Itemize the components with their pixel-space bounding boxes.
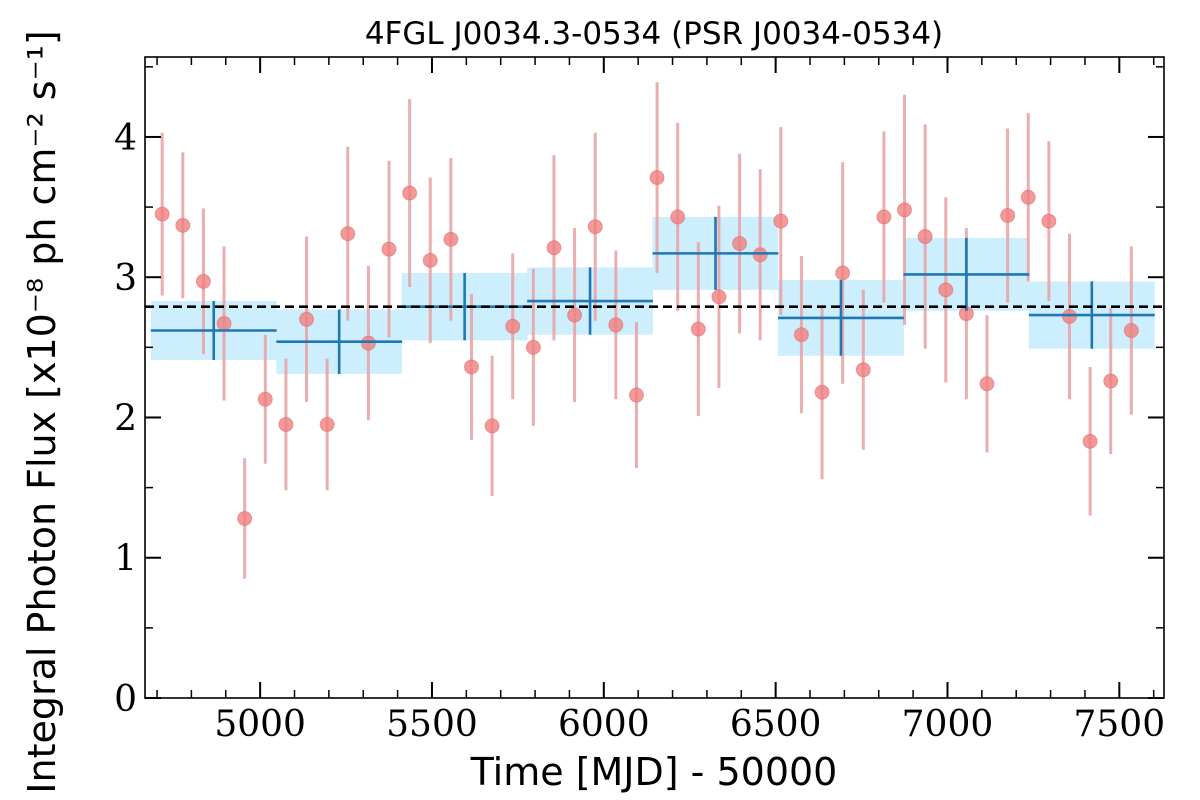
x-tick-label: 7000 — [902, 704, 994, 745]
plot-frame — [144, 56, 1165, 699]
data-point — [422, 252, 438, 268]
data-point — [1061, 308, 1077, 324]
short-bin-points — [154, 82, 1139, 579]
data-point — [257, 391, 273, 407]
data-point — [484, 418, 500, 434]
axis-ticks: 5000 5500 6000 6500 7000 7500 0 1 2 3 4 — [114, 57, 1165, 745]
y-tick-label: 1 — [114, 539, 137, 580]
data-point — [711, 289, 727, 305]
data-point — [855, 362, 871, 378]
data-point — [608, 317, 624, 333]
data-point — [360, 335, 376, 351]
data-point — [505, 318, 521, 334]
data-point — [628, 387, 644, 403]
data-point — [732, 236, 748, 252]
data-point — [154, 206, 170, 222]
y-tick-label: 3 — [114, 258, 137, 299]
data-point — [463, 359, 479, 375]
data-point — [567, 307, 583, 323]
data-point — [690, 321, 706, 337]
data-point — [979, 376, 995, 392]
data-point — [237, 510, 253, 526]
data-point — [546, 240, 562, 256]
data-point — [195, 273, 211, 289]
data-point — [443, 231, 459, 247]
data-point — [1103, 373, 1119, 389]
data-point — [1020, 189, 1036, 205]
data-point — [814, 384, 830, 400]
data-point — [340, 226, 356, 242]
x-axis-label: Time [MJD] - 50000 — [470, 750, 838, 794]
data-point — [670, 209, 686, 225]
data-point — [525, 339, 541, 355]
chart-title: 4FGL J0034.3-0534 (PSR J0034-0534) — [365, 16, 943, 52]
data-point — [1041, 213, 1057, 229]
data-point — [835, 265, 851, 281]
data-point — [1082, 433, 1098, 449]
data-point — [175, 217, 191, 233]
data-point — [299, 311, 315, 327]
data-point — [752, 247, 768, 263]
long-bin-errorbars — [150, 216, 1155, 374]
y-axis-label: Integral Photon Flux [x10⁻⁸ ph cm⁻² s⁻¹] — [20, 30, 64, 793]
data-point — [793, 327, 809, 343]
data-point — [1123, 323, 1139, 339]
x-tick-label: 5000 — [214, 704, 306, 745]
y-tick-label: 2 — [114, 398, 137, 439]
data-point — [402, 185, 418, 201]
x-tick-label: 6000 — [558, 704, 650, 745]
x-tick-label: 5500 — [386, 704, 478, 745]
x-tick-label: 7500 — [1074, 704, 1166, 745]
data-point — [938, 282, 954, 298]
data-point — [897, 202, 913, 218]
data-point — [319, 416, 335, 432]
data-point — [381, 241, 397, 257]
data-point — [587, 219, 603, 235]
data-point — [278, 416, 294, 432]
y-tick-label: 4 — [114, 118, 137, 159]
data-point — [773, 213, 789, 229]
data-point — [216, 315, 232, 331]
x-tick-label: 6500 — [730, 704, 822, 745]
data-point — [876, 209, 892, 225]
y-tick-label: 0 — [114, 679, 137, 720]
data-point — [917, 229, 933, 245]
data-point — [649, 170, 665, 186]
data-point — [1000, 207, 1016, 223]
